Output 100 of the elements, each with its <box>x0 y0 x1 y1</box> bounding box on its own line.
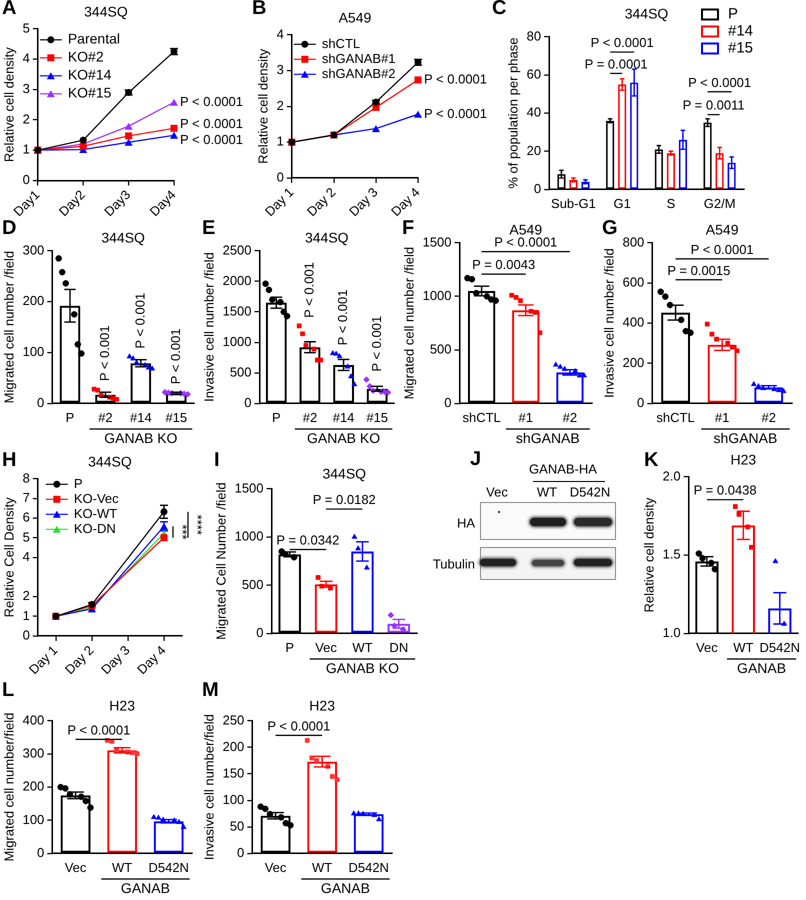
y-tick-label: 1000 <box>222 334 252 349</box>
annotation: P < 0.001 <box>97 325 112 382</box>
annotation: P = 0.0438 <box>694 482 757 498</box>
legend-label: KO-DN <box>74 520 116 536</box>
text: F <box>402 217 414 240</box>
text: **** <box>190 514 205 535</box>
y-tick-label: 0 <box>37 844 44 860</box>
annotation: P < 0.001 <box>132 292 148 349</box>
x-tick-label: Day 1 <box>262 184 296 220</box>
x-tick-label: Vec <box>696 640 718 655</box>
x-tick-label: Day 1 <box>26 642 61 678</box>
y-tick-label: 2.0 <box>662 468 681 484</box>
x-tick-label: Day 4 <box>388 184 423 220</box>
y-tick-label: 300 <box>22 746 44 761</box>
y-tick-label: 2 <box>22 111 30 126</box>
y-tick-label: 500 <box>230 364 252 380</box>
y-axis-title: Invasive cell number /field <box>201 252 216 402</box>
y-tick-label: 8 <box>22 470 30 486</box>
y-tick-label: 0 <box>244 394 252 410</box>
x-axis-title: GANAB <box>737 660 786 676</box>
y-tick-label: 0 <box>237 844 244 860</box>
text: K <box>644 449 658 472</box>
annotation: P < 0.001 <box>335 290 350 346</box>
y-tick-label: 2 <box>22 588 30 604</box>
x-tick-label: #1 <box>714 410 730 425</box>
y-tick-label: 400 <box>622 314 644 330</box>
x-axis-title: GANAB KO <box>326 660 400 676</box>
y-tick-label: 1500 <box>422 234 452 250</box>
x-tick-label: WT <box>733 640 754 655</box>
x-tick-label: P <box>272 410 281 425</box>
x-axis-title: GANAB KO <box>307 430 380 446</box>
text: Tubulin <box>432 556 475 572</box>
annotation: P = 0.0015 <box>667 262 730 278</box>
point <box>124 122 133 130</box>
legend-label: P <box>74 476 82 491</box>
y-tick-label: 100 <box>22 812 44 827</box>
y-tick-label: 200 <box>222 738 244 754</box>
y-tick-label: 3 <box>276 62 284 78</box>
point <box>414 76 422 84</box>
x-axis-title: shGANAB <box>516 430 580 446</box>
y-tick-label: 1500 <box>222 303 252 318</box>
y-tick-label: 0 <box>276 170 284 185</box>
x-tick-label: #14 <box>332 410 354 425</box>
chart-title: 344SQ <box>101 229 146 246</box>
y-tick-label: 1000 <box>234 528 264 544</box>
x-tick-label: #15 <box>165 410 188 425</box>
chart-title: H23 <box>730 451 756 468</box>
x-axis-title: shGANAB <box>714 430 778 446</box>
y-tick-label: 1 <box>276 134 284 149</box>
annotation: P < 0.0001 <box>690 242 754 257</box>
legend-label: #15 <box>728 40 754 57</box>
annotation: P < 0.0001 <box>67 722 130 738</box>
text: D <box>2 217 16 240</box>
annotation: P = 0.0001 <box>584 56 648 72</box>
y-tick-label: 4 <box>22 50 30 66</box>
point <box>125 132 132 140</box>
y-tick-label: 5 <box>22 529 30 544</box>
y-tick-label: 150 <box>222 765 244 780</box>
y-axis-title: Relative cell density <box>255 48 270 164</box>
chart-title: 344SQ <box>88 453 132 470</box>
x-tick-label: D542N <box>760 640 800 655</box>
y-tick-label: 200 <box>22 293 44 308</box>
x-tick-label: DN <box>389 640 408 655</box>
y-tick-label: 0 <box>22 628 30 643</box>
annotation: P = 0.0011 <box>682 98 745 113</box>
text: P < 0.0001 <box>180 132 244 147</box>
x-axis-title: GANAB KO <box>104 430 178 446</box>
x-axis-title: GANAB <box>320 880 370 896</box>
point <box>124 138 133 146</box>
annotation: P < 0.001 <box>168 328 183 384</box>
y-tick-label: 200 <box>622 354 644 370</box>
y-tick-label: 1500 <box>234 480 264 496</box>
x-tick-label: shCTL <box>656 410 695 425</box>
legend-label: Parental <box>68 30 120 47</box>
y-axis-title: Relative cell density <box>641 497 656 613</box>
point <box>170 132 178 139</box>
annotation: P < 0.001 <box>368 316 384 372</box>
text: L <box>2 679 14 702</box>
chart-title: 344SQ <box>624 5 668 22</box>
y-tick-label: 200 <box>22 778 44 794</box>
x-tick-label: Vec <box>315 640 338 655</box>
chart-title: H23 <box>109 697 136 714</box>
x-tick-label: D542N <box>348 860 389 875</box>
y-tick-label: 400 <box>22 712 44 728</box>
legend-label: KO#14 <box>68 66 112 83</box>
y-axis-title: Migrated Cell Number /field <box>213 482 228 640</box>
x-tick-label: #14 <box>130 410 152 425</box>
chart-title: H23 <box>309 697 336 714</box>
y-tick-label: 500 <box>242 576 264 592</box>
text: A <box>2 0 16 20</box>
x-tick-label: #1 <box>518 410 533 425</box>
legend-label: shGANAB#1 <box>322 50 396 66</box>
y-tick-label: 0 <box>534 180 542 196</box>
x-tick-label: Day 4 <box>134 642 169 678</box>
y-tick-label: 80 <box>526 28 542 44</box>
y-axis-title: Migrated cell number /field <box>401 246 416 400</box>
bar <box>314 584 338 633</box>
annotation: P < 0.0001 <box>688 74 752 90</box>
legend-label: shCTL <box>322 36 360 51</box>
y-tick-label: 0 <box>444 394 452 410</box>
